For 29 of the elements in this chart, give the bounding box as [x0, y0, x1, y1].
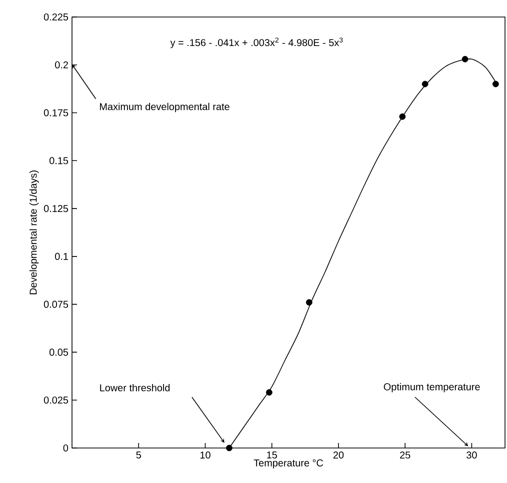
y-tick-label: 0.175 [44, 109, 68, 116]
point [266, 389, 272, 396]
x-tick-label: 20 [333, 452, 344, 459]
x-tick-label: 25 [400, 452, 410, 459]
point [399, 113, 406, 120]
annotation: Maximum developmental rate [100, 102, 230, 112]
y-tick-label: 0.15 [49, 157, 68, 164]
x-axis-title: Temperature °C [254, 459, 324, 468]
y-tick-label: 0.05 [49, 348, 68, 356]
y-tick-label: 0.2 [55, 61, 68, 68]
x-tick-label: 30 [466, 452, 477, 459]
point [462, 56, 468, 62]
x-tick-label: 10 [200, 452, 210, 459]
y-axis-title: Developmental rate (1/days) [29, 170, 39, 294]
point [422, 80, 428, 88]
y-tick-label: 0.125 [44, 205, 68, 212]
y-tick-label: 0.225 [44, 13, 68, 21]
x-tick-label: 15 [267, 452, 277, 458]
annotation: Lower threshold [100, 384, 170, 392]
annotation: y = .156 - .041x + .003x$^{2}$ - 4.980E - 5x$^{3}$ [170, 38, 343, 48]
y-tick-label: 0.075 [44, 300, 68, 308]
y-tick-label: 0.1 [55, 252, 68, 260]
point [492, 80, 499, 88]
point [226, 444, 232, 452]
y-tick-label: 0.025 [44, 396, 68, 404]
y-tick-label: 0 [63, 444, 68, 452]
annotation: Optimum temperature [384, 383, 480, 392]
x-tick-label: 5 [136, 452, 141, 458]
point [306, 299, 312, 306]
